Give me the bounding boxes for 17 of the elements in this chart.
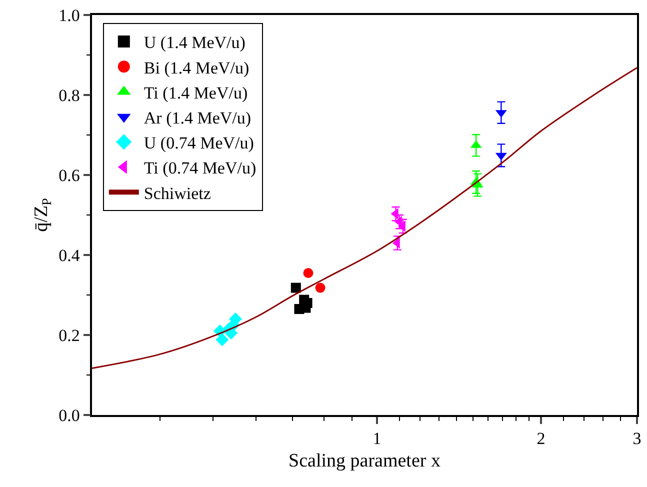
legend-label: Ti (1.4 MeV/u) (144, 83, 248, 102)
legend-label: Ti (0.74 MeV/u) (144, 158, 256, 178)
legend-label: Ar (1.4 MeV/u) (144, 108, 252, 128)
y-tick-label: 0.4 (58, 246, 80, 265)
legend-label: Bi (1.4 MeV/u) (144, 58, 250, 78)
x-tick-label: 3 (632, 429, 642, 448)
x-tick-label: 1 (372, 429, 382, 448)
legend-label: U (0.74 MeV/u) (144, 134, 254, 153)
y-tick-label: 0.6 (58, 166, 80, 185)
x-tick-label: 2 (536, 429, 546, 448)
legend-label: U (1.4 MeV/u) (144, 33, 246, 52)
y-tick-label: 1.0 (58, 6, 80, 25)
y-tick-label: 0.2 (58, 326, 80, 345)
y-tick-label: 0.0 (58, 406, 80, 425)
legend-label: Schiwietz (144, 184, 212, 203)
x-axis-title: Scaling parameter x (288, 450, 441, 472)
y-tick-label: 0.8 (58, 86, 80, 105)
